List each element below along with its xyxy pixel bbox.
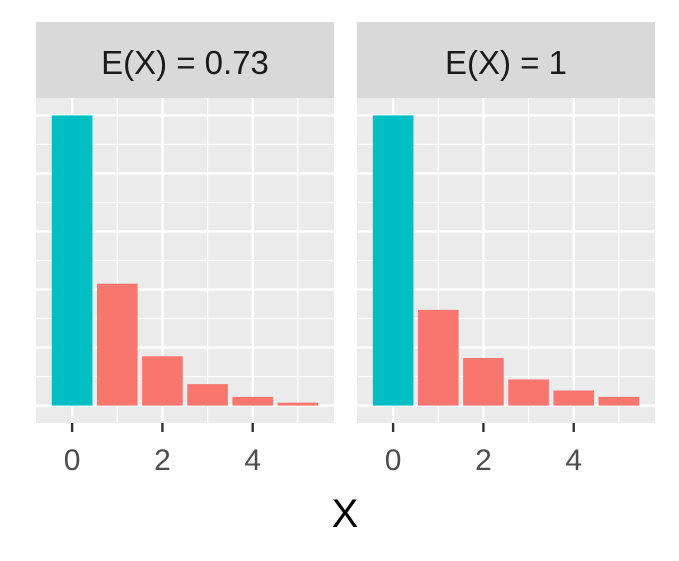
x-tick-label: 2 xyxy=(154,444,171,477)
bar-x3 xyxy=(508,379,549,406)
facet-strip xyxy=(357,22,655,98)
bar-x4 xyxy=(553,390,595,406)
bar-x4 xyxy=(232,396,274,406)
x-tick-label: 4 xyxy=(565,444,582,477)
bar-x2 xyxy=(142,356,183,406)
x-tick-label: 2 xyxy=(475,444,492,477)
x-tick-label: 4 xyxy=(244,444,261,477)
facet-strip xyxy=(36,22,334,98)
facet-panel-1: E(X) = 0.73 0 2 4 xyxy=(36,22,334,477)
bar-x5 xyxy=(277,402,319,406)
bar-x5 xyxy=(598,396,640,406)
facet-panel-2: E(X) = 1 0 2 4 xyxy=(357,22,655,477)
x-tick-label: 0 xyxy=(64,444,81,477)
facet-title: E(X) = 0.73 xyxy=(101,44,269,81)
bar-x1 xyxy=(417,309,459,406)
x-axis-title: X xyxy=(332,492,359,536)
bar-x2 xyxy=(463,358,504,406)
x-tick-label: 0 xyxy=(385,444,402,477)
bar-x0 xyxy=(51,115,93,406)
facet-title: E(X) = 1 xyxy=(445,44,567,81)
bar-x3 xyxy=(187,384,228,406)
bar-x1 xyxy=(96,283,138,406)
bar-x0 xyxy=(372,115,414,406)
